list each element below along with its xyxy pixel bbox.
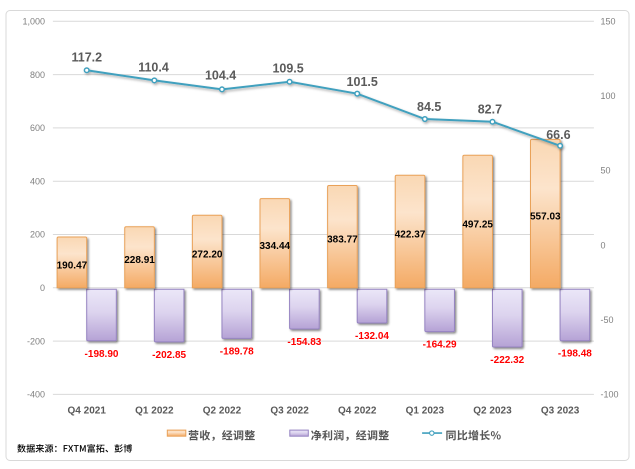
- svg-text:-189.78: -189.78: [220, 346, 254, 357]
- svg-text:228.91: 228.91: [124, 255, 155, 266]
- svg-text:-200: -200: [27, 336, 45, 346]
- svg-text:200: 200: [30, 230, 45, 240]
- svg-text:-164.29: -164.29: [423, 340, 457, 351]
- svg-text:272.20: 272.20: [192, 249, 223, 260]
- svg-text:383.77: 383.77: [327, 235, 358, 246]
- svg-text:0: 0: [601, 240, 606, 250]
- svg-text:-222.32: -222.32: [490, 355, 524, 366]
- svg-text:82.7: 82.7: [478, 103, 502, 117]
- svg-text:Q4 2022: Q4 2022: [338, 405, 377, 416]
- svg-text:334.44: 334.44: [259, 241, 290, 252]
- svg-text:109.5: 109.5: [272, 62, 303, 76]
- svg-text:110.4: 110.4: [138, 60, 169, 74]
- svg-text:422.37: 422.37: [395, 229, 426, 240]
- svg-text:Q2 2023: Q2 2023: [473, 405, 512, 416]
- svg-text:-198.48: -198.48: [558, 349, 592, 360]
- svg-text:1,000: 1,000: [22, 17, 45, 27]
- svg-text:190.47: 190.47: [57, 260, 88, 271]
- svg-text:Q1 2023: Q1 2023: [406, 405, 445, 416]
- svg-text:-400: -400: [27, 390, 45, 400]
- svg-text:400: 400: [30, 176, 45, 186]
- svg-text:Q2 2022: Q2 2022: [203, 405, 242, 416]
- svg-text:104.4: 104.4: [205, 68, 236, 82]
- svg-text:-50: -50: [601, 315, 614, 325]
- svg-text:Q3 2022: Q3 2022: [270, 405, 309, 416]
- svg-text:800: 800: [30, 70, 45, 80]
- svg-text:117.2: 117.2: [72, 50, 103, 64]
- svg-text:497.25: 497.25: [462, 219, 493, 230]
- svg-text:50: 50: [601, 166, 611, 176]
- svg-text:150: 150: [601, 17, 616, 27]
- svg-text:Q1 2022: Q1 2022: [135, 405, 174, 416]
- svg-text:0: 0: [40, 283, 45, 293]
- svg-text:Q4 2021: Q4 2021: [68, 405, 107, 416]
- svg-text:Q3 2023: Q3 2023: [541, 405, 580, 416]
- svg-text:-154.83: -154.83: [287, 337, 321, 348]
- svg-text:-202.85: -202.85: [152, 350, 186, 361]
- svg-text:101.5: 101.5: [347, 75, 378, 89]
- svg-text:-132.04: -132.04: [355, 331, 389, 342]
- svg-text:-100: -100: [601, 390, 619, 400]
- svg-text:84.5: 84.5: [417, 100, 441, 114]
- svg-text:66.6: 66.6: [546, 128, 570, 142]
- svg-text:-198.90: -198.90: [85, 349, 119, 360]
- svg-text:557.03: 557.03: [530, 211, 561, 222]
- svg-text:100: 100: [601, 91, 616, 101]
- svg-text:600: 600: [30, 123, 45, 133]
